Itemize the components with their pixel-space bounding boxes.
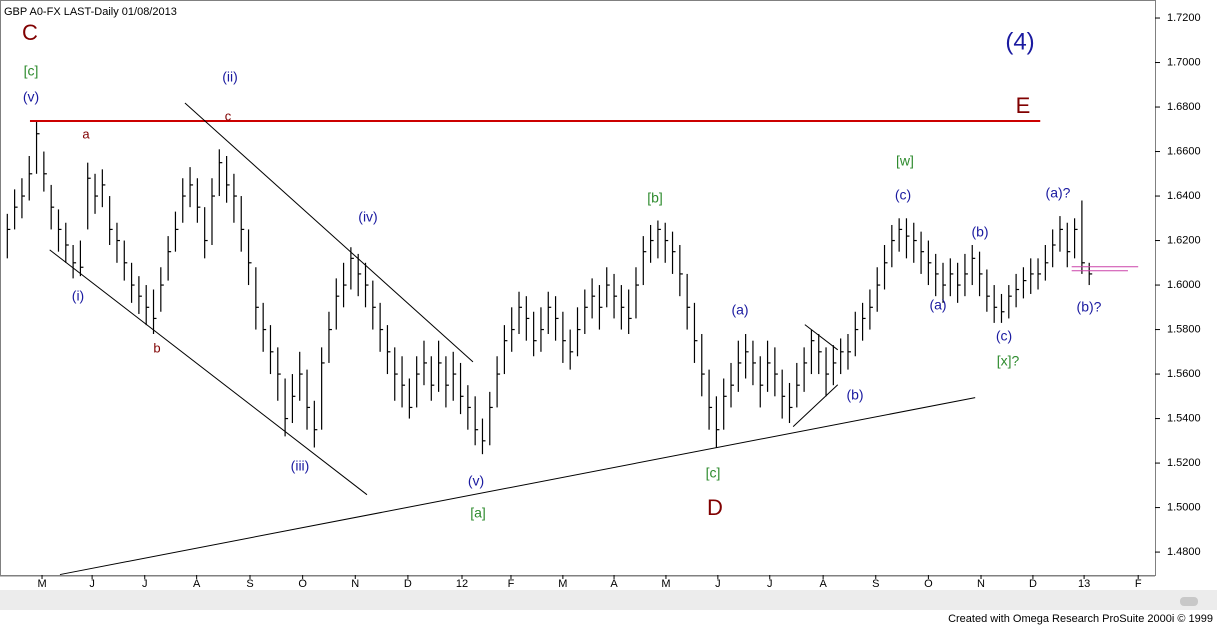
x-tick-label: A — [819, 578, 827, 590]
trend-line — [804, 324, 839, 351]
x-tick-label: N — [977, 578, 985, 590]
x-tick-label: J — [767, 578, 773, 590]
wave-label: [a] — [470, 505, 486, 521]
y-tick-label: 1.5800 — [1167, 323, 1201, 335]
x-tick-label: O — [924, 578, 933, 590]
plot-area — [0, 0, 1156, 576]
x-tick-label: J — [715, 578, 721, 590]
wave-label: (c) — [996, 328, 1012, 344]
y-tick-label: 1.5600 — [1167, 368, 1201, 380]
x-tick-label: M — [37, 578, 46, 590]
wave-label: [b] — [647, 190, 663, 206]
y-tick-label: 1.7200 — [1167, 12, 1201, 24]
wave-label: (c) — [895, 187, 911, 203]
x-tick-label: M — [661, 578, 670, 590]
y-tick-label: 1.6600 — [1167, 145, 1201, 157]
footer: Created with Omega Research ProSuite 200… — [948, 613, 1213, 625]
wave-label: a — [82, 126, 90, 141]
wave-label: (b) — [971, 224, 988, 240]
y-tick-label: 1.6400 — [1167, 190, 1201, 202]
wave-label: (a) — [929, 297, 946, 313]
trend-line — [49, 249, 368, 496]
y-tick-label: 1.5200 — [1167, 457, 1201, 469]
y-tick-label: 1.7000 — [1167, 56, 1201, 68]
wave-label: b — [153, 340, 160, 355]
x-tick-label: 12 — [456, 578, 468, 590]
wave-label: (b)? — [1077, 299, 1102, 315]
wave-label: (v) — [468, 473, 484, 489]
wave-label: [c] — [706, 465, 721, 481]
x-tick-label: O — [298, 578, 307, 590]
x-tick-label: N — [351, 578, 359, 590]
x-tick-label: A — [610, 578, 618, 590]
y-tick-label: 1.6800 — [1167, 101, 1201, 113]
y-tick-label: 1.4800 — [1167, 546, 1201, 558]
x-tick-label: S — [246, 578, 253, 590]
wave-label: [x]? — [997, 353, 1020, 369]
wave-label: (v) — [23, 89, 39, 105]
y-tick-label: 1.5400 — [1167, 412, 1201, 424]
scroll-bar[interactable] — [0, 590, 1217, 610]
y-tick-label: 1.6000 — [1167, 279, 1201, 291]
x-tick-label: S — [872, 578, 879, 590]
wave-label: E — [1016, 93, 1031, 118]
wave-label: D — [707, 495, 723, 520]
wave-label: (iii) — [291, 458, 310, 474]
x-tick-label: A — [193, 578, 201, 590]
x-tick-label: M — [558, 578, 567, 590]
x-tick-label: F — [1135, 578, 1142, 590]
wave-label: [w] — [896, 153, 914, 169]
wave-label: C — [22, 20, 38, 45]
y-tick-label: 1.6200 — [1167, 234, 1201, 246]
wave-label: (a) — [731, 302, 748, 318]
wave-label: c — [225, 108, 232, 123]
x-tick-label: J — [142, 578, 148, 590]
wave-label: (b) — [846, 387, 863, 403]
wave-label: [c] — [24, 63, 39, 79]
trend-line — [184, 102, 474, 363]
trend-line — [59, 397, 976, 576]
x-tick-label: J — [89, 578, 95, 590]
wave-label: (4) — [1005, 28, 1034, 55]
chart-title: GBP A0-FX LAST-Daily 01/08/2013 — [4, 6, 177, 18]
x-tick-label: D — [1029, 578, 1037, 590]
wave-label: (a)? — [1046, 185, 1071, 201]
trend-line — [792, 384, 839, 427]
wave-label: (i) — [72, 288, 84, 304]
x-tick-label: F — [508, 578, 515, 590]
wave-label: (ii) — [222, 69, 238, 85]
x-tick-label: 13 — [1078, 578, 1090, 590]
x-tick-label: D — [404, 578, 412, 590]
wave-label: (iv) — [358, 209, 377, 225]
y-tick-label: 1.5000 — [1167, 501, 1201, 513]
scroll-thumb[interactable] — [1180, 597, 1198, 606]
